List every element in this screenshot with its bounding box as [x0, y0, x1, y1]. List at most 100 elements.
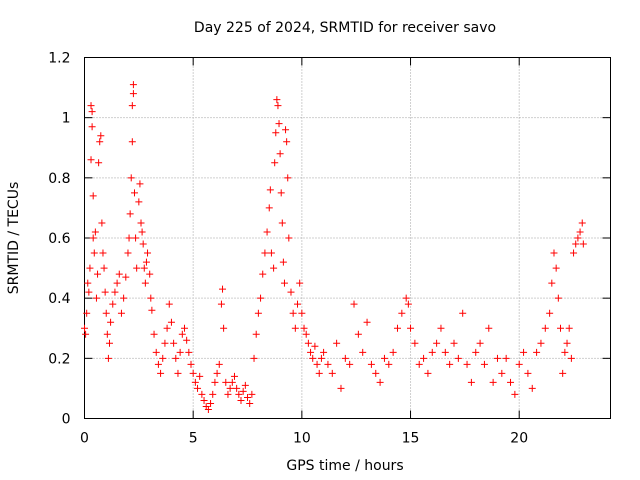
- data-point: [141, 279, 149, 287]
- data-point: [467, 378, 475, 386]
- data-point: [341, 354, 349, 362]
- data-point: [219, 285, 227, 293]
- data-point: [320, 348, 328, 356]
- data-point: [433, 339, 441, 347]
- data-point: [570, 249, 578, 257]
- data-point: [248, 390, 256, 398]
- data-point: [211, 378, 219, 386]
- data-point: [537, 339, 545, 347]
- data-point: [191, 378, 199, 386]
- data-point: [289, 309, 297, 317]
- data-point: [307, 348, 315, 356]
- data-point: [548, 279, 556, 287]
- data-point: [579, 240, 587, 248]
- data-point: [283, 138, 291, 146]
- data-point: [129, 90, 137, 98]
- data-point: [132, 234, 140, 242]
- data-point: [533, 348, 541, 356]
- data-point: [350, 300, 358, 308]
- data-point: [520, 348, 528, 356]
- data-point: [363, 318, 371, 326]
- grid: [84, 57, 611, 419]
- data-point: [142, 258, 150, 266]
- data-point: [265, 204, 273, 212]
- data-point: [459, 309, 467, 317]
- data-point: [333, 339, 341, 347]
- y-tick-label: 0: [62, 412, 71, 428]
- data-point: [144, 249, 152, 257]
- data-point: [367, 360, 375, 368]
- data-point: [185, 348, 193, 356]
- data-point: [194, 384, 202, 392]
- data-point: [559, 369, 567, 377]
- data-point: [404, 300, 412, 308]
- data-point: [122, 273, 130, 281]
- y-tick-label: 1: [62, 111, 71, 127]
- data-point: [563, 339, 571, 347]
- data-point: [92, 294, 100, 302]
- data-point: [120, 294, 128, 302]
- data-point: [574, 234, 582, 242]
- data-point: [167, 318, 175, 326]
- data-point: [257, 294, 265, 302]
- data-point: [178, 330, 186, 338]
- data-point: [524, 369, 532, 377]
- data-point: [233, 384, 241, 392]
- data-point: [146, 270, 154, 278]
- data-point: [489, 378, 497, 386]
- y-tick-label: 0.8: [48, 171, 70, 187]
- data-point: [441, 348, 449, 356]
- y-tick-label: 1.2: [48, 51, 70, 67]
- data-point: [472, 348, 480, 356]
- data-point: [213, 369, 221, 377]
- data-point: [294, 300, 302, 308]
- data-point: [224, 390, 232, 398]
- data-point: [174, 369, 182, 377]
- data-point: [117, 309, 125, 317]
- data-point: [241, 381, 249, 389]
- data-point: [561, 348, 569, 356]
- data-point: [176, 348, 184, 356]
- data-point: [511, 390, 519, 398]
- data-point: [139, 240, 147, 248]
- data-point: [480, 360, 488, 368]
- data-point: [215, 360, 223, 368]
- data-point: [567, 354, 575, 362]
- data-point: [552, 264, 560, 272]
- data-point: [493, 354, 501, 362]
- x-axis-label: GPS time / hours: [286, 458, 403, 474]
- data-point: [287, 288, 295, 296]
- data-point: [502, 354, 510, 362]
- data-point: [87, 156, 95, 164]
- data-point: [275, 120, 283, 128]
- data-point: [125, 234, 133, 242]
- data-point: [209, 390, 217, 398]
- data-point: [485, 324, 493, 332]
- data-point: [498, 369, 506, 377]
- data-point: [272, 129, 280, 137]
- data-point: [541, 324, 549, 332]
- data-point: [261, 249, 269, 257]
- data-point: [252, 330, 260, 338]
- x-tick-label: 0: [80, 431, 89, 447]
- data-point: [170, 339, 178, 347]
- data-point: [576, 228, 584, 236]
- data-point: [244, 393, 252, 401]
- data-points: [81, 81, 587, 413]
- data-point: [415, 360, 423, 368]
- data-point: [161, 339, 169, 347]
- data-point: [411, 339, 419, 347]
- data-point: [359, 348, 367, 356]
- data-point: [91, 228, 99, 236]
- data-point: [507, 378, 515, 386]
- y-axis-label: SRMTID / TECUs: [6, 182, 22, 295]
- data-point: [154, 360, 162, 368]
- data-point: [135, 198, 143, 206]
- data-point: [276, 150, 284, 158]
- data-point: [246, 399, 254, 407]
- data-point: [285, 234, 293, 242]
- data-point: [424, 369, 432, 377]
- data-point: [463, 360, 471, 368]
- data-point: [96, 138, 104, 146]
- data-point: [385, 360, 393, 368]
